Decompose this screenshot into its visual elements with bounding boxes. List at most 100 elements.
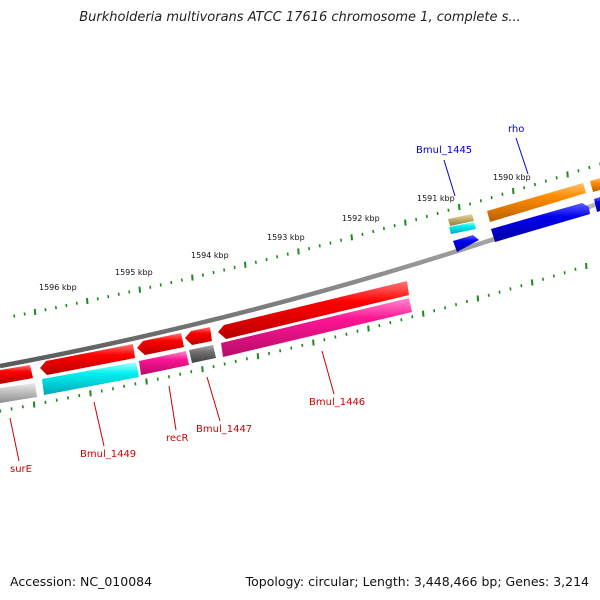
inner-scale-minor-tick [465,299,468,304]
inner-scale-minor-tick [66,396,69,400]
outer-scale-minor-tick [415,217,418,222]
leader-rho [515,137,529,175]
outer-scale-minor-tick [223,268,226,272]
gene-bmul-1446-forward[interactable] [218,281,409,339]
leader-bmul-1447 [206,376,221,422]
inner-scale-ticks [0,262,588,413]
outer-scale-minor-tick [286,252,289,256]
inner-scale-minor-tick [455,302,458,307]
scale-label-1592: 1592 kbp [342,214,380,223]
inner-scale-major-tick [145,378,148,385]
leader-bmul-1445 [443,159,456,197]
outer-scale-minor-tick [254,260,257,264]
inner-scale-minor-tick [378,323,381,328]
outer-scale-minor-tick [201,273,204,277]
inner-scale-minor-tick [498,290,501,294]
gene-bmul-1445-row2[interactable] [449,222,476,234]
gene-bmul-1449-row2[interactable] [42,362,139,395]
outer-scale-major-tick [566,171,569,178]
gene-bmul-1447-forward[interactable] [185,327,212,345]
gene-sure-forward[interactable] [0,365,33,384]
outer-scale-minor-tick [533,182,536,187]
gene-sure-row2[interactable] [0,383,37,403]
outer-scale-minor-tick [159,283,162,287]
inner-scale-minor-tick [487,293,490,297]
gene-bmul-1447-row2[interactable] [189,345,216,363]
outer-scale-major-tick [191,274,194,281]
inner-scale-minor-tick [356,329,359,333]
outer-scale-minor-tick [318,244,321,248]
inner-scale-major-tick [312,339,315,346]
outer-scale-major-tick [350,234,353,241]
outer-scale-minor-tick [96,297,99,301]
inner-scale-minor-tick [234,359,237,364]
outer-scale-minor-tick [54,305,57,310]
gene-label-bmul-1445[interactable]: Bmul_1445 [416,145,472,156]
gene-bmul-1445-row3[interactable] [453,235,479,252]
gene-bmul-1446-row2[interactable] [221,298,412,357]
outer-scale-minor-tick [393,223,396,228]
outer-scale-minor-tick [425,214,428,219]
inner-scale-minor-tick [290,346,293,350]
scale-label-1594: 1594 kbp [191,251,229,260]
outer-scale-minor-tick [308,246,311,251]
map-title: Burkholderia multivorans ATCC 17616 chro… [79,10,521,25]
inner-scale-minor-tick [574,267,577,271]
scale-label-1595: 1595 kbp [115,268,153,277]
outer-scale-minor-tick [469,202,472,206]
outer-scale-minor-tick [170,280,173,285]
gene-label-bmul-1449[interactable]: Bmul_1449 [80,449,136,460]
outer-scale-major-tick [86,298,89,305]
outer-scale-major-tick [297,248,300,255]
inner-scale-minor-tick [444,306,447,310]
gene-label-rho[interactable]: rho [508,124,524,135]
inner-scale-minor-tick [323,338,326,342]
gene-bmul-1449-forward[interactable] [40,344,135,375]
outer-scale-minor-tick [555,176,558,180]
outer-scale-major-tick [244,261,247,268]
leader-sure [9,417,20,462]
inner-scale-minor-tick [78,393,81,398]
inner-scale-major-tick [201,366,204,373]
outer-scale-minor-tick [523,186,526,190]
inner-scale-minor-tick [123,384,126,388]
gene-label-bmul-1447[interactable]: Bmul_1447 [196,424,252,435]
inner-scale-minor-tick [520,284,523,288]
gene-rho-forward[interactable] [487,183,586,222]
outer-scale-minor-tick [149,285,152,289]
inner-scale-minor-tick [212,364,215,369]
outer-scale-minor-tick [577,169,580,173]
inner-scale-minor-tick [268,351,271,356]
outer-scale-minor-tick [447,208,450,212]
inner-scale-minor-tick [0,409,2,413]
inner-scale-minor-tick [334,335,337,339]
inner-scale-major-tick [585,262,588,270]
inner-scale-minor-tick [10,407,13,411]
inner-scale-minor-tick [156,377,159,381]
inner-scale-minor-tick [433,309,436,313]
outer-scale-minor-tick [276,255,279,259]
inner-scale-major-tick [89,390,92,397]
inner-scale-major-tick [367,325,370,332]
gene-label-bmul-1446[interactable]: Bmul_1446 [309,397,365,408]
gene-next-forward[interactable] [590,178,600,192]
inner-scale-minor-tick [389,320,392,325]
gene-recr-forward[interactable] [137,333,184,355]
gene-label-sure[interactable]: surE [10,464,32,475]
gene-label-recr[interactable]: recR [166,433,189,444]
inner-scale-minor-tick [301,343,304,348]
outer-scale-major-tick [512,188,515,195]
leader-recr [168,385,177,431]
outer-scale-minor-tick [107,294,110,299]
inner-scale-minor-tick [509,287,512,291]
outer-scale-minor-tick [588,165,591,170]
gene-rho-row2[interactable] [491,203,590,242]
gene-bmul-1445-forward[interactable] [448,214,474,226]
gene-recr-row2[interactable] [139,351,189,375]
inner-scale-minor-tick [100,389,103,393]
gene-next-row2[interactable] [594,197,600,212]
inner-scale-minor-tick [134,382,137,386]
inner-scale-minor-tick [552,274,555,278]
outer-scale-minor-tick [372,229,375,234]
